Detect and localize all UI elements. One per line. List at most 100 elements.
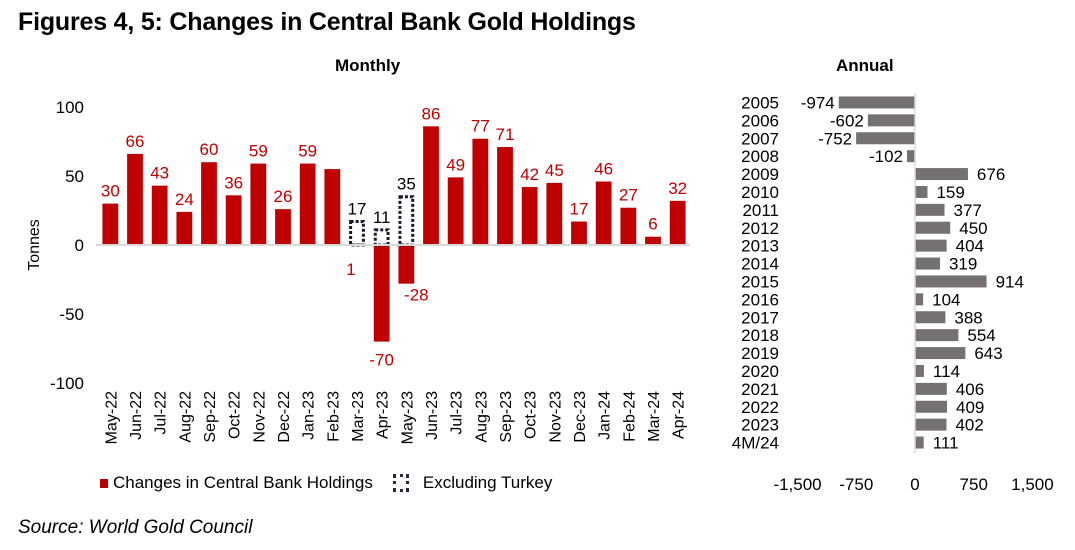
monthly-chart: 100 50 0 -50 -100 Tonnes 30 May-22 66 Jun-22 43 Jul…	[26, 98, 690, 444]
y-tick-label: 2021	[741, 380, 779, 399]
x-tick-label: Nov-23	[547, 391, 564, 443]
y-tick-label: 2013	[741, 237, 779, 256]
data-label-annual: 643	[974, 344, 1002, 363]
annual-chart-title: Annual	[836, 56, 894, 75]
data-label-annual: 402	[955, 416, 983, 435]
data-label-holdings: 27	[619, 186, 638, 205]
data-label-annual: 377	[954, 201, 982, 220]
bar-annual	[915, 257, 940, 270]
bar-annual	[915, 203, 945, 216]
data-label-annual: 319	[949, 255, 977, 274]
data-label-annual: 554	[967, 326, 995, 345]
data-label-holdings: 77	[471, 117, 490, 136]
x-tick-label: Dec-22	[276, 391, 293, 443]
x-tick-label: May-23	[399, 391, 416, 444]
data-label-holdings: 43	[150, 164, 169, 183]
bar-annual	[915, 347, 966, 360]
bar-holdings	[299, 163, 316, 245]
y-tick-label: 2015	[741, 272, 779, 291]
x-tick-label: 750	[960, 475, 988, 494]
bar-annual	[915, 436, 924, 449]
bar-excluding-turkey	[398, 195, 415, 247]
bar-annual	[915, 329, 959, 342]
x-tick-label: Apr-24	[671, 391, 688, 439]
x-tick-label: Sep-23	[498, 391, 515, 443]
x-tick-label: Jul-22	[153, 391, 170, 435]
x-tick-label: Jul-23	[449, 391, 466, 435]
x-tick-label: -750	[839, 475, 873, 494]
y-tick-label: 2005	[741, 93, 779, 112]
bar-holdings	[521, 187, 538, 245]
bar-holdings	[472, 138, 489, 245]
source-note: Source: World Gold Council	[18, 517, 253, 538]
y-tick-label: 50	[65, 167, 84, 186]
bar-holdings	[546, 182, 563, 245]
data-label-holdings: 17	[570, 200, 589, 219]
y-tick-label: 2007	[741, 129, 779, 148]
bar-annual	[838, 96, 915, 109]
bar-annual	[915, 400, 948, 413]
data-label-annual: 159	[936, 183, 964, 202]
figure-title: Figures 4, 5: Changes in Central Bank Go…	[18, 8, 636, 36]
bar-annual	[915, 239, 947, 252]
x-tick-label: Jan-23	[301, 391, 318, 440]
x-tick-label: Oct-23	[523, 391, 540, 439]
data-label-annual: 406	[956, 380, 984, 399]
legend-label-holdings: Changes in Central Bank Holdings	[113, 473, 373, 492]
data-label-excluding-turkey: 35	[397, 175, 416, 194]
bar-holdings	[127, 153, 143, 245]
y-tick-label: 2023	[741, 416, 779, 435]
y-tick-label: 2012	[741, 219, 779, 238]
data-label-annual: -752	[818, 129, 852, 148]
y-tick-label: 2011	[742, 201, 779, 220]
bar-holdings	[620, 207, 637, 245]
x-tick-label: Aug-22	[177, 391, 194, 443]
data-label-holdings: 30	[101, 182, 120, 201]
y-tick-label: 0	[75, 236, 84, 255]
data-label-holdings: 45	[545, 161, 564, 180]
data-label-holdings: 49	[446, 155, 465, 174]
bar-annual	[915, 293, 924, 306]
data-label-annual: 388	[954, 308, 982, 327]
bar-annual	[907, 150, 915, 163]
bar-holdings	[669, 200, 686, 245]
data-label-annual: 914	[996, 272, 1024, 291]
y-axis-label: Tonnes	[26, 219, 43, 271]
x-tick-label: 0	[910, 475, 919, 494]
y-tick-label: -100	[50, 374, 84, 393]
bar-holdings	[447, 177, 464, 245]
bar-annual	[867, 114, 915, 127]
y-tick-label: 2018	[741, 326, 779, 345]
data-label-holdings: -28	[404, 286, 429, 305]
x-tick-label: Jun-22	[128, 391, 145, 440]
y-tick-label: 2016	[741, 290, 779, 309]
data-label-excluding-turkey: 11	[373, 208, 391, 227]
data-label-holdings: 32	[668, 179, 687, 198]
annual-chart: 2005 -974 2006 -602 2007 -752 2008 -102 2009 676 2…	[732, 93, 1054, 494]
bar-annual	[915, 221, 951, 234]
bar-holdings	[324, 169, 341, 245]
data-label-annual: 104	[932, 290, 960, 309]
data-label-holdings: 24	[175, 190, 194, 209]
x-tick-label: -1,500	[773, 475, 821, 494]
y-tick-label: 2008	[741, 147, 779, 166]
bar-annual	[915, 382, 947, 395]
data-label-annual: 404	[956, 237, 984, 256]
y-tick-label: 100	[56, 98, 84, 117]
legend-swatch-excluding-turkey	[392, 474, 409, 492]
data-label-annual: -974	[801, 93, 835, 112]
data-label-holdings: 36	[224, 173, 243, 192]
y-tick-label: 2009	[741, 165, 779, 184]
bar-holdings	[176, 211, 193, 245]
legend-swatch-holdings	[100, 478, 108, 488]
data-label-holdings: 59	[249, 142, 268, 161]
bar-holdings	[373, 245, 390, 342]
data-label-holdings: 66	[126, 132, 145, 151]
bar-holdings	[595, 181, 612, 245]
data-label-holdings: 6	[648, 215, 657, 234]
x-tick-label: Feb-23	[325, 391, 342, 442]
y-tick-label: 2019	[741, 344, 779, 363]
x-tick-label: Apr-23	[375, 391, 392, 439]
bar-holdings	[423, 126, 439, 245]
bar-annual	[915, 275, 987, 288]
